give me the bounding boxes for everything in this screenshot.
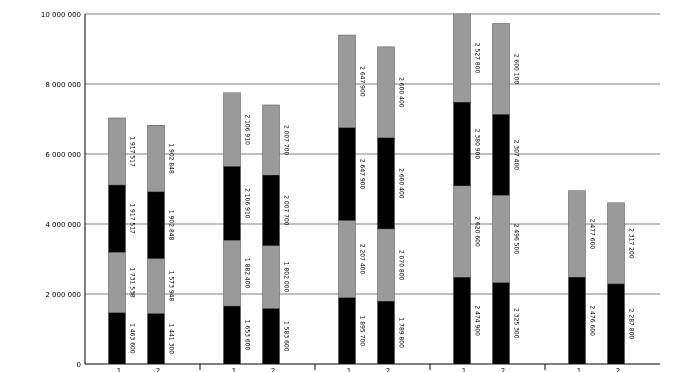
bar-group <box>568 190 625 365</box>
bar-segment <box>453 185 471 278</box>
bar-value-label: 2 600 100 <box>513 54 520 85</box>
bar-segment <box>607 202 625 285</box>
x-tick-label: 1 <box>347 367 351 372</box>
bar-segment <box>492 23 510 115</box>
bar-value-label: 1 902 848 <box>168 210 175 241</box>
bar-segment <box>223 92 241 167</box>
bar-segment <box>223 240 241 307</box>
bar-segment <box>453 277 471 365</box>
bar-group <box>223 92 280 365</box>
bar-value-label: 2 207 400 <box>359 244 366 275</box>
bar-segment <box>492 114 510 196</box>
bar-value-label: 1 802 000 <box>283 262 290 293</box>
bar-segment <box>338 220 356 298</box>
y-tick-label: 6 000 000 <box>45 151 81 159</box>
bar-segment <box>377 228 395 302</box>
bar-segment <box>108 312 126 365</box>
bar-value-label: 2 007 700 <box>283 195 290 226</box>
bar-segment <box>492 282 510 365</box>
bar-value-label: 2 474 900 <box>474 305 481 336</box>
x-tick-label: 2 <box>156 367 160 372</box>
y-tick-label: 0 <box>77 361 81 369</box>
bar-segment <box>108 251 126 313</box>
bar-value-label: 2 325 300 <box>513 308 520 339</box>
bar-value-label: 2 620 600 <box>474 216 481 247</box>
bar-segment <box>147 191 165 259</box>
bar-segment <box>568 277 586 365</box>
bars-layer <box>108 13 625 365</box>
bar-group <box>453 13 510 365</box>
bar-segment <box>147 125 165 193</box>
bar-segment <box>377 137 395 230</box>
bar-segment <box>223 166 241 241</box>
bar-value-label: 2 007 700 <box>283 125 290 156</box>
bar-segment <box>568 190 586 278</box>
grid-layer <box>85 13 660 295</box>
bar-value-label: 2 307 400 <box>513 140 520 171</box>
x-tick-label: 1 <box>117 367 121 372</box>
bar-segment <box>262 175 280 246</box>
x-tick-label: 2 <box>386 367 390 372</box>
bar-segment <box>453 13 471 103</box>
y-tick-label: 8 000 000 <box>45 81 81 89</box>
bar-segment <box>108 117 126 186</box>
bar-value-label: 1 731 538 <box>129 267 136 298</box>
bar-segment <box>147 258 165 314</box>
y-tick-label: 4 000 000 <box>45 221 81 229</box>
bar-value-label: 2 496 500 <box>513 224 520 255</box>
bar-value-label: 1 789 800 <box>398 317 405 348</box>
bar-value-label: 2 070 800 <box>398 250 405 281</box>
bar-segment <box>262 308 280 365</box>
bar-value-label: 2 476 600 <box>589 305 596 336</box>
x-tick-label: 1 <box>232 367 236 372</box>
bar-group <box>108 117 165 365</box>
bar-segment <box>262 245 280 309</box>
bar-segment <box>607 283 625 365</box>
bar-value-label: 1 882 400 <box>244 258 251 289</box>
x-tick-label: 1 <box>462 367 466 372</box>
bar-value-label: 1 895 700 <box>359 316 366 347</box>
bar-value-label: 2 647 900 <box>359 66 366 97</box>
bar-segment <box>453 102 471 186</box>
bar-value-label: 2 527 800 <box>474 43 481 74</box>
bar-value-label: 2 647 900 <box>359 159 366 190</box>
bar-value-label: 2 477 600 <box>589 219 596 250</box>
bar-segment <box>377 46 395 139</box>
bar-value-label: 2 287 800 <box>628 309 635 340</box>
x-tick-label: 2 <box>271 367 275 372</box>
bar-segment <box>108 184 126 253</box>
bar-group <box>338 34 395 365</box>
bar-segment <box>262 104 280 176</box>
bar-value-label: 1 573 948 <box>168 271 175 302</box>
bar-value-label: 2 600 400 <box>398 77 405 108</box>
bar-segment <box>338 127 356 221</box>
y-tick-label: 2 000 000 <box>45 291 81 299</box>
bar-segment <box>338 34 356 128</box>
bar-value-label: 1 902 848 <box>168 143 175 174</box>
x-tick-label: 1 <box>577 367 581 372</box>
bar-value-label: 1 583 600 <box>283 321 290 352</box>
bar-segment <box>223 305 241 365</box>
bar-value-label: 1 917 517 <box>129 203 136 234</box>
bar-value-label: 2 317 200 <box>628 228 635 259</box>
bar-value-label: 2 380 900 <box>474 129 481 160</box>
bar-value-label: 1 463 600 <box>129 323 136 354</box>
bar-segment <box>492 195 510 283</box>
bar-segment <box>338 297 356 365</box>
bar-segment <box>147 313 165 365</box>
x-tick-label: 2 <box>616 367 620 372</box>
bar-value-label: 2 600 400 <box>398 168 405 199</box>
y-tick-label: 10 000 000 <box>41 11 81 19</box>
bar-value-label: 1 917 517 <box>129 136 136 167</box>
bar-value-label: 1 653 600 <box>244 320 251 351</box>
bar-value-label: 2 106 910 <box>244 188 251 219</box>
bar-value-label: 1 441 300 <box>168 324 175 355</box>
axis-layer: 0 2 000 000 4 000 000 6 000 000 8 000 000 10 … <box>41 11 660 370</box>
bar-value-label: 2 106 910 <box>244 114 251 145</box>
labels-layer: 1 463 600 1 731 538 1 917 517 1 917 517 1 1 4… <box>117 43 635 372</box>
bar-segment <box>377 301 395 365</box>
x-tick-label: 2 <box>501 367 505 372</box>
